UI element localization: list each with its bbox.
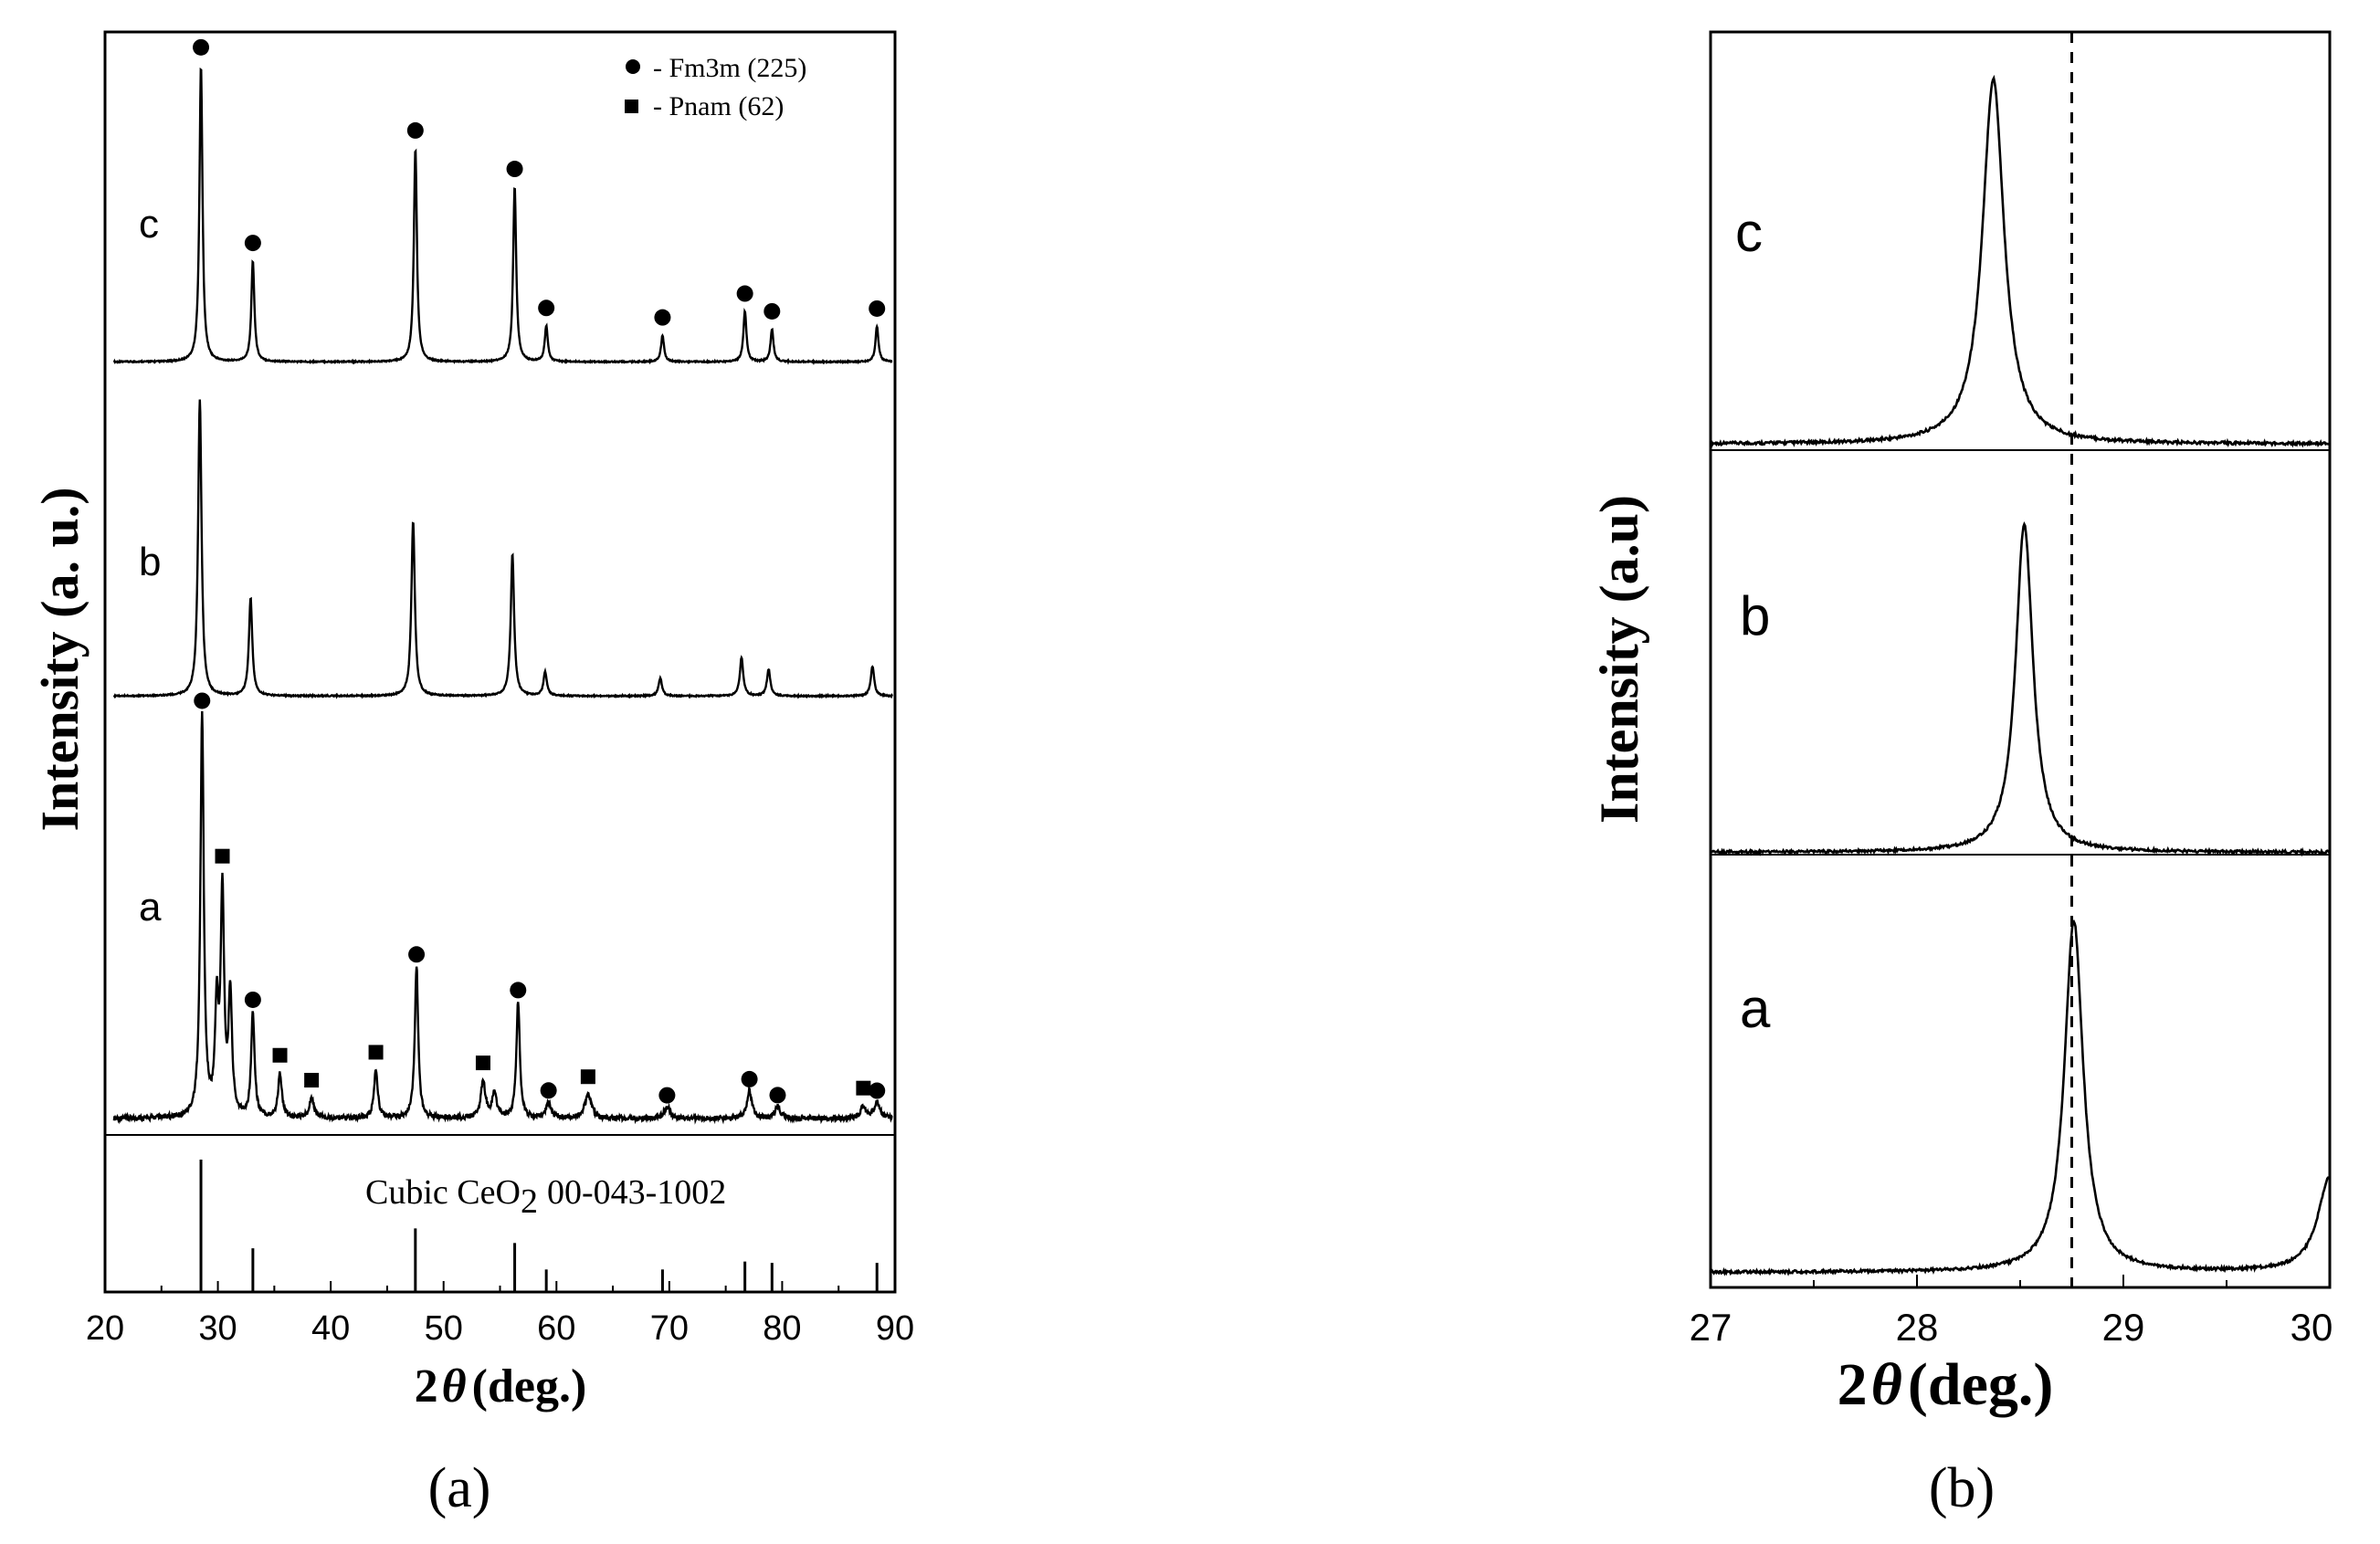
legend-circle-marker xyxy=(626,59,640,74)
x-tick-label: 30 xyxy=(2290,1306,2333,1349)
x-tick-label: 30 xyxy=(198,1309,237,1348)
x-tick-label: 60 xyxy=(537,1309,575,1348)
panel-b-traces xyxy=(1709,74,2332,1276)
legend-circle-label: - Fm3m (225) xyxy=(653,53,806,83)
fm3m-marker xyxy=(244,235,261,252)
pnam-marker xyxy=(475,1056,490,1071)
fm3m-marker xyxy=(194,692,211,709)
series-label-b: b xyxy=(139,540,161,584)
x-tick-label: 29 xyxy=(2102,1306,2145,1349)
x-tick-label: 27 xyxy=(1690,1306,1732,1349)
fm3m-marker xyxy=(408,946,426,963)
panel-a-x-axis-label: 2θ (deg.) xyxy=(415,1360,587,1413)
x-tick-label: 70 xyxy=(650,1309,689,1348)
x-tick-label: 80 xyxy=(763,1309,801,1348)
xrd-trace-b xyxy=(112,399,893,699)
fm3m-marker xyxy=(654,309,671,326)
panel-b-y-axis-label: Intensity (a.u) xyxy=(1589,495,1649,824)
panel-b-x-ticks: 27 28 29 30 xyxy=(1690,1275,2333,1349)
x-tick-label: 90 xyxy=(876,1309,914,1348)
fm3m-marker xyxy=(506,161,523,178)
panel-b-chart: 27 28 29 30 c b a Intensity (a.u) 2θ(deg.) … xyxy=(1589,30,2333,1519)
x-tick-label: 40 xyxy=(311,1309,350,1348)
series-label-b-b: b xyxy=(1740,585,1770,646)
fm3m-marker xyxy=(538,299,555,317)
fm3m-marker xyxy=(244,991,261,1008)
fm3m-marker xyxy=(869,299,886,317)
fm3m-marker xyxy=(736,285,753,302)
fm3m-marker xyxy=(741,1070,758,1087)
panel-a-x-ticks: 20 30 40 50 60 70 80 90 xyxy=(86,1281,914,1348)
pnam-marker xyxy=(272,1047,288,1063)
panel-b-caption: (b) xyxy=(1929,1457,1995,1519)
x-tick-label: 50 xyxy=(425,1309,463,1348)
fm3m-marker xyxy=(658,1087,676,1104)
series-label-c: c xyxy=(139,202,159,247)
peak-trace-a xyxy=(1709,919,2331,1276)
fm3m-marker xyxy=(510,982,527,999)
fm3m-marker xyxy=(763,302,781,320)
peak-trace-b xyxy=(1709,520,2332,857)
panel-a-y-axis-label: Intensity (a. u.) xyxy=(30,487,90,831)
panel-b-x-axis-label: 2θ(deg.) xyxy=(1838,1351,2054,1418)
pnam-marker xyxy=(215,848,230,864)
panel-a-traces xyxy=(112,67,893,1125)
legend-square-marker xyxy=(625,100,638,113)
series-label-a: a xyxy=(139,885,162,930)
reference-pattern-label: Cubic CeO2 00-043-1002 xyxy=(365,1173,726,1221)
panel-a-reference-lines xyxy=(199,1160,879,1292)
panel-b-frame xyxy=(1709,30,2332,1289)
panel-a-chart: 20 30 40 50 60 70 80 90 - Fm3m (225) - Pnam (62… xyxy=(30,30,914,1519)
fm3m-marker xyxy=(406,121,424,139)
pnam-marker xyxy=(856,1080,871,1096)
panel-a-markers xyxy=(193,38,886,1104)
fm3m-marker xyxy=(540,1082,557,1099)
pnam-marker xyxy=(368,1045,384,1060)
fm3m-marker xyxy=(769,1087,786,1104)
series-label-a-b: a xyxy=(1740,978,1771,1039)
series-label-c-b: c xyxy=(1735,202,1763,263)
xrd-trace-c xyxy=(112,67,893,366)
peak-trace-c xyxy=(1709,74,2331,448)
fm3m-marker xyxy=(869,1082,886,1099)
x-tick-label: 28 xyxy=(1896,1306,1939,1349)
fm3m-marker xyxy=(193,38,210,56)
pnam-marker xyxy=(304,1073,320,1088)
legend-square-label: - Pnam (62) xyxy=(653,91,784,121)
panel-a-caption: (a) xyxy=(428,1457,491,1519)
xrd-trace-a xyxy=(112,710,893,1125)
x-tick-label: 20 xyxy=(86,1309,124,1348)
pnam-marker xyxy=(580,1069,595,1085)
